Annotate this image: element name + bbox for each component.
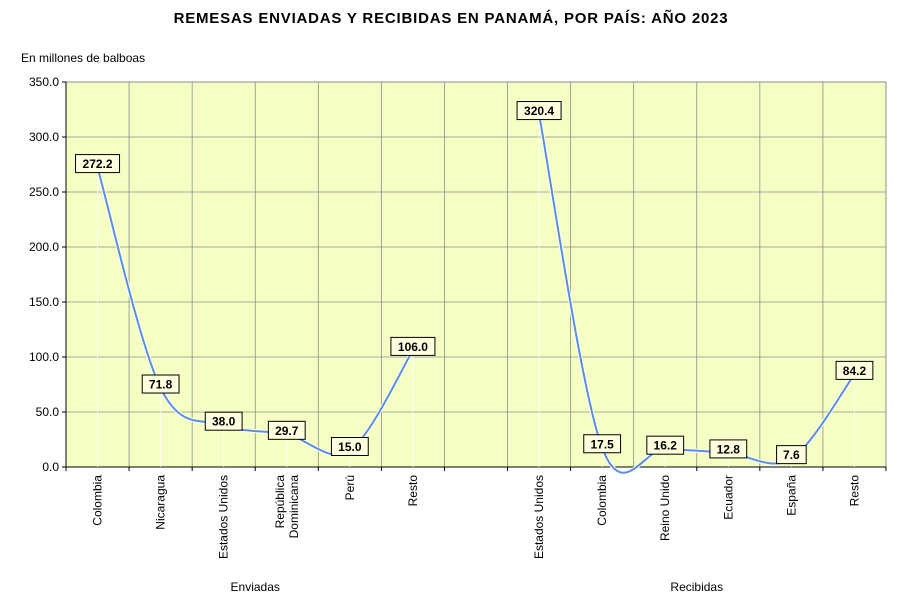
data-label-text: 84.2 <box>843 364 867 378</box>
y-tick-label: 0.0 <box>42 460 59 474</box>
data-label-box <box>75 154 121 174</box>
chart-title: REMESAS ENVIADAS Y RECIBIDAS EN PANAMÁ, … <box>173 10 729 27</box>
x-axis: Colombia Nicaragua Estados Unidos República… <box>65 466 887 594</box>
data-label-box <box>646 435 685 455</box>
data-label-text: 15.0 <box>338 440 362 454</box>
data-label: 29.7 <box>267 420 306 440</box>
x-category-label: Resto <box>847 475 861 507</box>
x-group-label: Recibidas <box>670 580 723 594</box>
x-category-label: Resto <box>406 475 420 507</box>
plot-area <box>65 81 887 468</box>
y-axis-unit-label: En millones de balboas <box>21 51 146 65</box>
data-label: 7.6 <box>776 445 807 465</box>
data-label-box <box>709 439 748 459</box>
y-tick-label: 200.0 <box>29 240 59 254</box>
data-label-box <box>776 445 807 465</box>
data-label-text: 106.0 <box>398 340 428 354</box>
x-category-label: Estados Unidos <box>532 475 546 559</box>
data-label: 12.8 <box>709 439 748 459</box>
x-category-label: República <box>273 475 287 529</box>
x-category-label: Dominicana <box>287 475 301 539</box>
x-category-label: Nicaragua <box>154 475 168 530</box>
y-tick-label: 100.0 <box>29 350 59 364</box>
data-label: 17.5 <box>583 434 622 454</box>
x-category-label: Colombia <box>91 475 105 526</box>
y-axis: 0.0 50.0 100.0 150.0 200.0 250.0 300.0 350.0 <box>29 75 67 474</box>
data-label: 38.0 <box>204 411 243 431</box>
data-label: 16.2 <box>646 435 685 455</box>
y-tick-label: 350.0 <box>29 75 59 89</box>
x-category-label: Estados Unidos <box>217 475 231 559</box>
x-group-label: Enviadas <box>231 580 280 594</box>
data-label-box <box>330 437 369 456</box>
x-category-label: Reino Unido <box>658 475 672 541</box>
data-label: 320.4 <box>516 101 562 121</box>
data-label: 106.0 <box>390 336 436 356</box>
data-label-text: 29.7 <box>275 424 299 438</box>
x-category-label: Ecuador <box>721 475 735 520</box>
data-label-text: 272.2 <box>83 157 113 171</box>
x-category-label: España <box>784 475 798 516</box>
data-label-text: 71.8 <box>149 378 173 392</box>
data-label-text: 12.8 <box>717 442 741 456</box>
data-label-box <box>204 411 243 431</box>
data-label: 272.2 <box>75 154 121 174</box>
x-category-label: Colombia <box>595 475 609 526</box>
data-label-text: 320.4 <box>524 104 554 118</box>
data-label-text: 17.5 <box>590 437 614 451</box>
data-label-box <box>390 336 436 356</box>
y-tick-label: 150.0 <box>29 295 59 309</box>
data-label-box <box>835 360 874 380</box>
data-label-text: 7.6 <box>783 448 800 462</box>
data-label-box <box>516 101 562 121</box>
data-label: 71.8 <box>141 374 180 394</box>
data-label: 15.0 <box>330 437 369 456</box>
y-tick-label: 300.0 <box>29 130 59 144</box>
y-tick-label: 50.0 <box>36 405 60 419</box>
data-label-text: 16.2 <box>654 439 678 453</box>
data-label-box <box>583 434 622 454</box>
y-tick-label: 250.0 <box>29 185 59 199</box>
data-label-box <box>141 374 180 394</box>
data-label: 84.2 <box>835 360 874 380</box>
x-category-label: Perú <box>343 475 357 500</box>
gridlines <box>66 81 886 468</box>
data-labels: 272.2 71.8 38.0 29.7 15.0 106.0 320.4 17.5 16.2 1… <box>75 101 874 465</box>
data-label-box <box>267 420 306 440</box>
data-label-text: 38.0 <box>212 415 236 429</box>
